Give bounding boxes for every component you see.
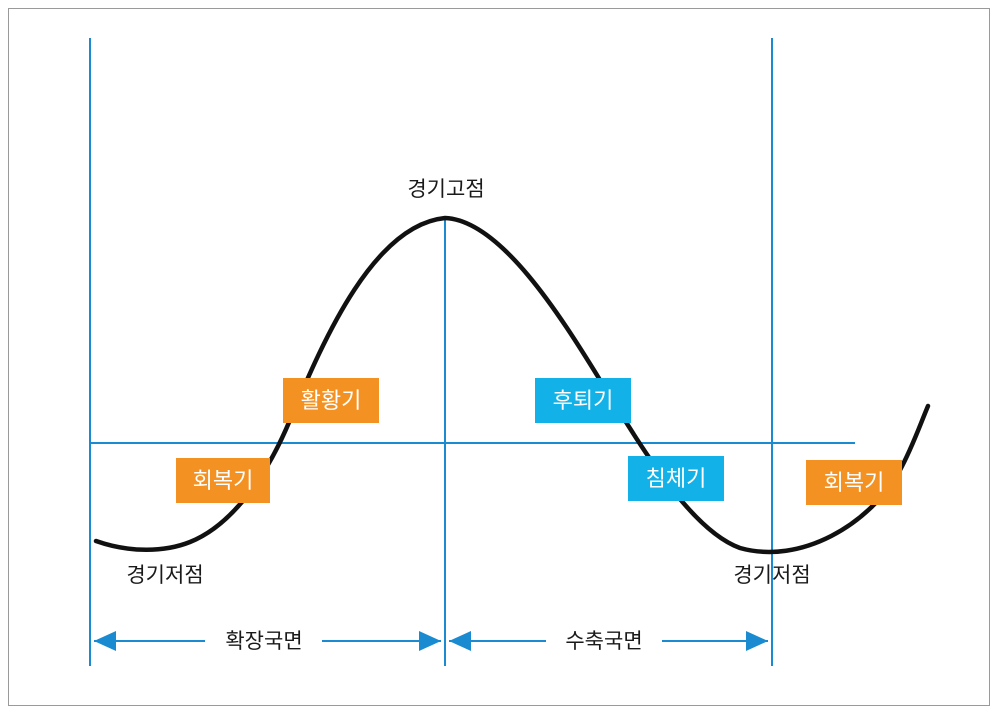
trough-label-left: 경기저점 (126, 563, 203, 587)
phase-recovery-left-label: 회복기 (193, 469, 254, 494)
phase-recession: 후퇴기 (535, 378, 631, 423)
business-cycle-curve (93, 215, 931, 555)
diagram-frame (8, 8, 990, 706)
phase-recovery-right-label: 회복기 (824, 471, 885, 496)
phase-depression-label: 침체기 (646, 467, 707, 492)
phase-recovery-right: 회복기 (806, 460, 902, 505)
phase-boom-label: 활황기 (301, 389, 362, 414)
phase-depression: 침체기 (628, 456, 724, 501)
phase-recovery-left: 회복기 (176, 458, 270, 503)
phase-boom: 활황기 (283, 378, 379, 423)
trough-label-right: 경기저점 (733, 563, 810, 587)
phase-recession-label: 후퇴기 (553, 389, 614, 414)
expansion-label: 확장국면 (225, 629, 302, 653)
contraction-label: 수축국면 (565, 629, 642, 653)
peak-label: 경기고점 (407, 177, 484, 201)
